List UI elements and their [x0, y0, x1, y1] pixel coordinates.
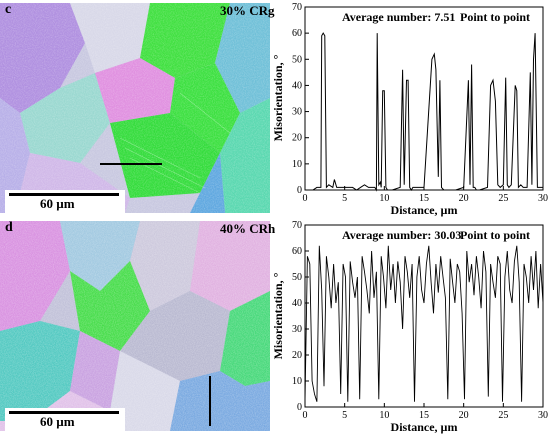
y-tick-label: 40	[292, 298, 302, 309]
ebsd-map-d	[0, 221, 270, 431]
y-tick-label: 0	[297, 185, 302, 196]
y-axis-label: Misorientation, °	[271, 54, 285, 141]
panel-letter: d	[5, 220, 13, 235]
y-tick-label: 10	[292, 159, 302, 170]
x-tick-label: 30	[538, 193, 548, 204]
misorientation-line	[304, 245, 544, 402]
condition-label: 30% CRg	[220, 3, 275, 18]
scale-bar-label: 60 µm	[40, 414, 75, 429]
y-tick-label: 30	[292, 107, 302, 118]
x-tick-label: 20	[459, 193, 469, 204]
x-tick-label: 10	[379, 193, 389, 204]
x-tick-label: 15	[419, 193, 429, 204]
x-tick-label: 15	[419, 410, 429, 421]
x-tick-label: 0	[303, 193, 308, 204]
scale-bar-box: 60 µm	[5, 190, 125, 213]
y-tick-label: 50	[292, 54, 302, 65]
y-tick-label: 60	[292, 246, 302, 257]
measurement-line	[209, 376, 211, 426]
panel-d: d 40% CRh 60 µm 0 5 10 15 20 25 30 0 10 20 30 40 50…	[0, 218, 550, 435]
plot-d: 0 5 10 15 20 25 30 0 10 20 30 40 50 60 70 Average num…	[270, 218, 550, 436]
x-tick-label: 0	[303, 410, 308, 421]
panel-c: c 30% CRg 60 µm 0 5 10 15 20 25 30 0 10 20 30 40 50…	[0, 0, 550, 218]
condition-label: 40% CRh	[220, 221, 276, 236]
y-tick-label: 10	[292, 376, 302, 387]
measurement-line	[100, 163, 162, 165]
x-tick-label: 5	[342, 193, 347, 204]
y-ticks: 0 10 20 30 40 50 60 70	[292, 2, 309, 196]
panel-letter: c	[5, 2, 12, 17]
misorientation-line	[305, 32, 543, 192]
ebsd-map-c	[0, 3, 270, 213]
y-tick-label: 70	[292, 220, 302, 231]
y-tick-label: 30	[292, 324, 302, 335]
y-axis-label: Misorientation, °	[271, 272, 285, 359]
y-tick-label: 50	[292, 272, 302, 283]
x-tick-label: 25	[498, 193, 508, 204]
y-tick-label: 60	[292, 28, 302, 39]
x-axis-label: Distance, µm	[391, 420, 458, 434]
x-tick-label: 5	[342, 410, 347, 421]
scale-bar-line	[9, 193, 119, 196]
y-tick-label: 20	[292, 133, 302, 144]
x-tick-label: 20	[459, 410, 469, 421]
annotation-average: Average number: 7.51	[342, 10, 455, 24]
scale-bar-line	[9, 411, 119, 414]
y-tick-label: 40	[292, 80, 302, 91]
x-ticks: 0 5 10 15 20 25 30	[303, 186, 548, 204]
y-tick-label: 20	[292, 350, 302, 361]
x-ticks: 0 5 10 15 20 25 30	[303, 403, 548, 421]
annotation-point-to-point: Point to point	[460, 10, 530, 24]
annotation-average: Average number: 30.03	[342, 228, 461, 242]
x-tick-label: 10	[379, 410, 389, 421]
y-tick-label: 70	[292, 2, 302, 13]
x-tick-label: 30	[538, 410, 548, 421]
annotation-point-to-point: Point to point	[460, 228, 530, 242]
scale-bar-label: 60 µm	[40, 196, 75, 211]
x-tick-label: 25	[498, 410, 508, 421]
y-tick-label: 0	[297, 402, 302, 413]
x-axis-label: Distance, µm	[391, 203, 458, 217]
plot-c: 0 5 10 15 20 25 30 0 10 20 30 40 50 60 70 Average num…	[270, 0, 550, 218]
scale-bar-box: 60 µm	[5, 408, 125, 431]
